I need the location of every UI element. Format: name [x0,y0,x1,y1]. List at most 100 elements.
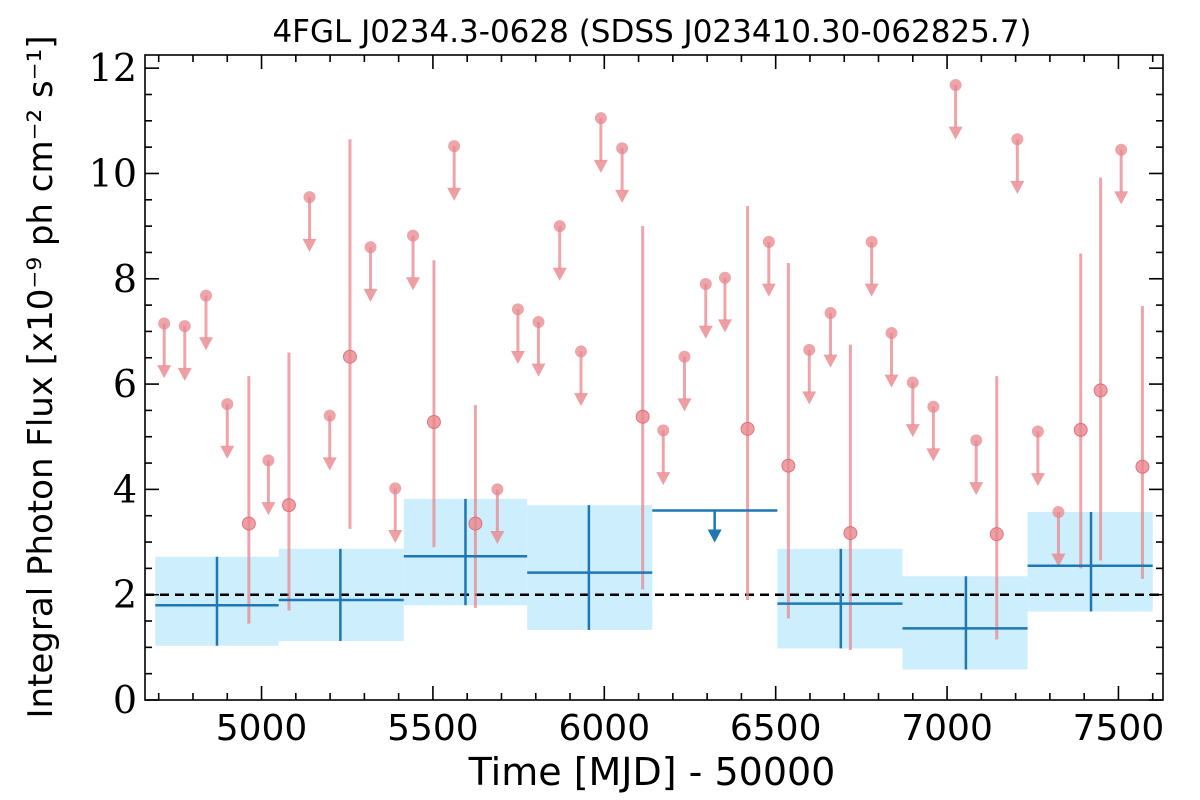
short-bin-point [342,139,357,529]
upper-limit-arrowhead [157,365,172,379]
short-bin-upper-limit [593,112,608,173]
upper-limit-arrowhead [656,472,671,486]
short-bin-point [740,206,755,600]
short-bin-upper-limit [177,320,192,381]
short-bin-point [281,352,296,611]
x-tick-label: 6500 [730,708,822,749]
short-bin-upper-limit [261,454,276,516]
short-bin-point [1135,306,1150,579]
short-bin-marker [989,527,1004,542]
short-bin-upper-limit [864,235,879,297]
upper-limit-arrowhead [388,529,403,543]
short-bin-point [426,260,441,548]
x-axis-label: Time [MJD] - 50000 [468,750,836,794]
short-bin-upper-limit [531,315,546,377]
short-bin-upper-limit [926,400,941,462]
y-tick-label: 6 [113,362,137,406]
short-bin-point [989,376,1004,640]
short-bin-marker [843,526,858,541]
long-bin-point [902,576,1028,670]
long-bin-bands [155,498,1153,670]
short-bin-marker [740,421,755,436]
x-tick-label: 7500 [1073,708,1165,749]
short-bin-upper-limit [905,376,920,438]
upper-limit-arrowhead [717,319,732,333]
short-bin-marker [342,349,357,364]
short-bin-point [1093,177,1108,561]
upper-limit-arrowhead [447,187,462,201]
upper-limit-arrowhead [948,126,963,140]
short-bin-upper-limit [823,307,838,368]
long-bin-point [777,548,903,649]
upper-limit-arrowhead [363,288,378,302]
short-bin-upper-limit [1010,133,1025,194]
short-bin-upper-limit [969,434,984,496]
plot-frame [144,54,1164,701]
short-bin-upper-limit [698,278,713,339]
upper-limit-arrowhead [1114,191,1129,205]
axis-ticks: 5000 5500 6000 6500 7000 7500 0 2 4 6 8 10 12 [89,46,1165,749]
x-tick-label: 5500 [387,708,479,749]
short-bin-upper-limit [948,79,963,140]
short-bin-upper-limit [1030,425,1045,487]
short-bin-upper-limit [884,327,899,388]
short-bin-upper-limit [220,398,235,459]
short-bin-upper-limit [157,317,172,379]
upper-limit-arrowhead [823,354,838,368]
upper-limit-arrowhead [1051,553,1066,567]
upper-limit-arrowhead [905,424,920,438]
upper-limit-arrowhead [926,448,941,462]
upper-limit-arrowhead [302,238,317,252]
long-bin-layer [155,498,1153,670]
upper-limit-arrowhead [802,391,817,405]
short-bin-marker [1093,383,1108,398]
upper-limit-arrowhead [864,283,879,297]
upper-limit-arrowhead [593,159,608,173]
upper-limit-arrowhead [220,445,235,459]
short-bin-upper-limit [1114,143,1129,205]
y-tick-label: 8 [113,257,137,301]
short-bin-point [635,226,650,590]
short-bin-upper-limit [322,409,337,471]
short-bin-upper-limit [656,424,671,486]
long-bin-point [1027,512,1153,612]
upper-limit-arrowhead [761,283,776,297]
upper-limit-arrowhead [1010,180,1025,194]
y-tick-label: 10 [89,151,137,195]
upper-limit-arrowhead [261,502,276,516]
short-bin-marker [468,516,483,531]
short-bin-marker [241,516,256,531]
short-bin-upper-limit [388,482,403,543]
y-tick-label: 12 [89,46,137,90]
short-bin-upper-limit [363,241,378,302]
short-bin-point [1073,253,1088,569]
upper-limit-arrowhead [490,531,505,545]
short-bin-upper-limit [573,345,588,407]
short-bin-point [843,344,858,650]
short-bin-upper-limit [510,303,525,364]
short-bin-upper-limit [199,289,214,351]
short-bin-upper-limit [677,350,692,412]
short-bin-upper-limit [447,140,462,201]
short-bin-point [781,262,796,619]
short-bin-marker [281,498,296,513]
y-axis-label: Integral Photon Flux [x10⁻⁹ ph cm⁻² s⁻¹] [21,35,61,718]
short-bin-upper-limit [406,229,421,291]
y-tick-label: 0 [113,678,137,722]
upper-limit-arrowhead [969,482,984,496]
short-bin-point [468,405,483,608]
y-tick-label: 2 [113,573,137,617]
short-bin-upper-limit [552,220,567,281]
long-bin-ul-arrowhead [707,529,722,543]
short-bin-marker [426,414,441,429]
short-bin-upper-limit [490,483,505,545]
x-tick-label: 5000 [216,708,308,749]
upper-limit-arrowhead [322,457,337,471]
upper-limit-arrowhead [199,337,214,351]
chart-title: 4FGL J0234.3-0628 (SDSS J023410.30-06282… [272,14,1031,50]
x-tick-label: 6000 [558,708,650,749]
upper-limit-arrowhead [177,367,192,381]
upper-limit-arrowhead [1030,473,1045,487]
short-bin-upper-limit [802,343,817,405]
